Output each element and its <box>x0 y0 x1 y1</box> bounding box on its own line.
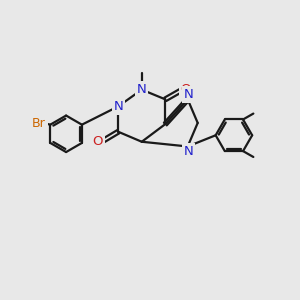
Text: N: N <box>183 88 193 101</box>
Text: N: N <box>113 100 123 113</box>
Text: N: N <box>183 145 193 158</box>
Text: N: N <box>137 83 147 96</box>
Text: Br: Br <box>32 117 46 130</box>
Text: O: O <box>181 83 191 96</box>
Text: O: O <box>93 135 103 148</box>
